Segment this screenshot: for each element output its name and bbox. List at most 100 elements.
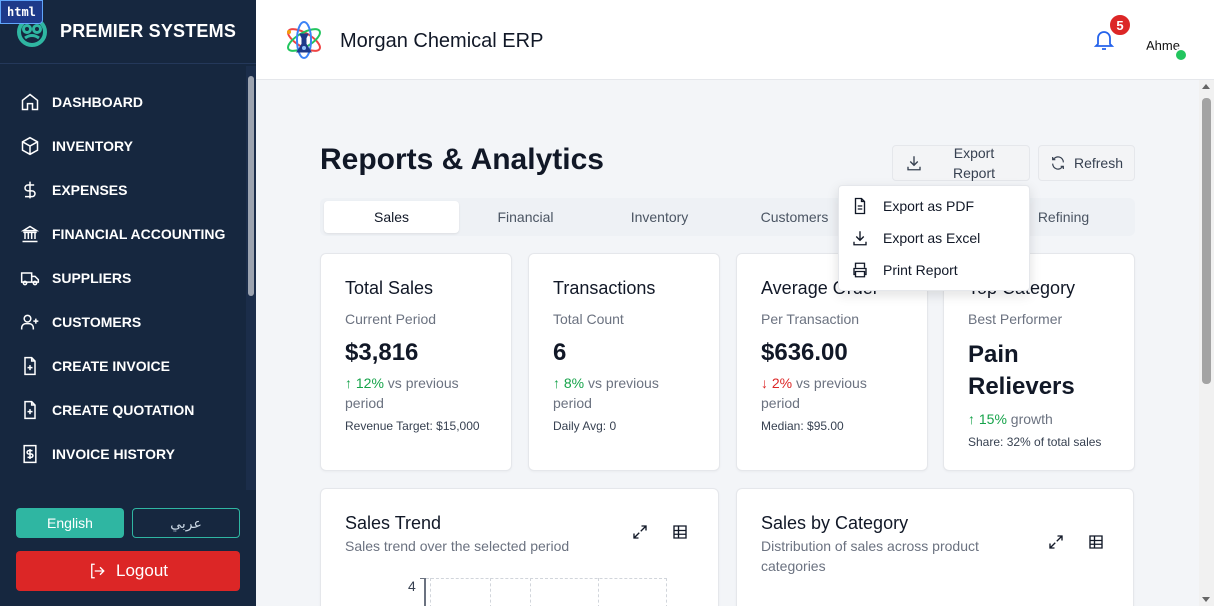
download-icon bbox=[907, 156, 921, 171]
sidebar-item-create-quotation[interactable]: CREATE QUOTATION bbox=[0, 388, 246, 432]
sidebar-item-expenses[interactable]: EXPENSES bbox=[0, 168, 246, 212]
online-status-dot bbox=[1174, 48, 1188, 62]
stat-title: Transactions bbox=[553, 278, 656, 298]
sidebar-item-create-invoice[interactable]: CREATE INVOICE bbox=[0, 344, 246, 388]
grid-line-vertical bbox=[490, 578, 491, 606]
atom-logo-icon bbox=[287, 21, 321, 59]
expand-chart-button[interactable] bbox=[631, 523, 649, 541]
stat-change-percent: ↓ 2% bbox=[761, 375, 793, 391]
sidebar-item-financial-accounting[interactable]: FINANCIAL ACCOUNTING bbox=[0, 212, 246, 256]
menu-item-label: Export as Excel bbox=[883, 230, 981, 246]
printer-icon bbox=[853, 262, 867, 278]
stat-title: Total Sales bbox=[345, 278, 434, 298]
sidebar-item-inventory[interactable]: INVENTORY bbox=[0, 124, 246, 168]
language-english-button[interactable]: English bbox=[16, 508, 124, 538]
tab-sales[interactable]: Sales bbox=[324, 201, 459, 233]
stat-subtitle: Current Period bbox=[345, 311, 437, 327]
tab-customers[interactable]: Customers bbox=[760, 209, 829, 225]
sidebar-item-label: CREATE QUOTATION bbox=[52, 402, 195, 418]
menu-item-label: Export as PDF bbox=[883, 198, 975, 214]
stat-change-percent: ↑ 8% bbox=[553, 375, 585, 391]
tab-refining[interactable]: Refining bbox=[1037, 209, 1090, 225]
box-icon bbox=[21, 136, 39, 156]
stat-footer: Share: 32% of total sales bbox=[968, 435, 1102, 449]
sidebar-item-label: CREATE INVOICE bbox=[52, 358, 170, 374]
sidebar-item-dashboard[interactable]: DASHBOARD bbox=[0, 80, 246, 124]
stat-change-suffix: vs previous period bbox=[761, 375, 867, 411]
chart-title: Sales Trend bbox=[345, 513, 442, 533]
logout-label: Logout bbox=[116, 561, 168, 580]
y-axis-tick-label: 4 bbox=[408, 578, 416, 594]
stat-change-suffix: vs previous period bbox=[345, 375, 459, 411]
export-menu: Export as PDF Export as Excel Print Repo… bbox=[838, 185, 1030, 291]
grid-line-vertical bbox=[666, 578, 667, 606]
grid-line-vertical bbox=[430, 578, 431, 606]
sidebar-item-label: FINANCIAL ACCOUNTING bbox=[52, 226, 226, 242]
sales-by-category-card: Sales by Category Distribution of sales … bbox=[736, 488, 1134, 606]
expand-icon bbox=[1049, 535, 1063, 549]
stat-value: Pain Relievers bbox=[968, 341, 1075, 400]
sidebar-scrollbar-thumb[interactable] bbox=[248, 76, 254, 296]
stat-change: ↓ 2% vs previous period bbox=[761, 373, 903, 413]
expand-chart-button[interactable] bbox=[1047, 533, 1065, 551]
stat-subtitle: Best Performer bbox=[968, 311, 1063, 327]
file-plus-icon bbox=[24, 400, 36, 420]
table-icon bbox=[673, 525, 687, 539]
chart-subtitle: Distribution of sales across product cat… bbox=[761, 538, 979, 574]
dollar-icon bbox=[24, 181, 36, 199]
y-axis-tick bbox=[420, 578, 426, 579]
user-plus-icon bbox=[20, 314, 39, 330]
stat-change: ↑ 8% vs previous period bbox=[553, 373, 695, 413]
sales-trend-plot-area bbox=[420, 578, 667, 606]
main-scrollbar[interactable] bbox=[1199, 80, 1214, 606]
table-icon bbox=[1089, 535, 1103, 549]
chart-title: Sales by Category bbox=[761, 513, 909, 533]
logout-icon bbox=[91, 563, 105, 579]
export-excel-item[interactable]: Export as Excel bbox=[839, 222, 1029, 254]
expand-icon bbox=[633, 525, 647, 539]
bank-icon bbox=[20, 225, 40, 243]
stat-value: $3,816 bbox=[345, 339, 419, 366]
main-scrollbar-thumb[interactable] bbox=[1202, 98, 1211, 384]
scroll-up-arrow-icon[interactable] bbox=[1202, 84, 1210, 89]
sidebar-nav: DASHBOARD INVENTORY EXPENSES FINANCIAL A… bbox=[0, 80, 246, 490]
sidebar-scrollbar[interactable] bbox=[246, 66, 256, 490]
grid-line-vertical bbox=[598, 578, 599, 606]
export-report-button[interactable]: Export Report bbox=[892, 145, 1030, 181]
stat-footer: Daily Avg: 0 bbox=[553, 419, 617, 433]
language-arabic-button[interactable]: عربي bbox=[132, 508, 240, 538]
page-title: Reports & Analytics bbox=[320, 143, 604, 176]
logout-button[interactable]: Logout bbox=[16, 551, 240, 591]
bell-icon bbox=[1093, 31, 1115, 50]
stat-change-percent: ↑ 15% bbox=[968, 411, 1007, 427]
language-switcher: English عربي bbox=[16, 508, 240, 538]
sidebar-item-invoice-history[interactable]: INVOICE HISTORY bbox=[0, 432, 246, 476]
sidebar-item-customers[interactable]: CUSTOMERS bbox=[0, 300, 246, 344]
export-report-label: Export Report bbox=[952, 145, 996, 181]
sidebar-item-label: DASHBOARD bbox=[52, 94, 143, 110]
sidebar-item-label: EXPENSES bbox=[52, 182, 128, 198]
sidebar-item-label: SUPPLIERS bbox=[52, 270, 132, 286]
sidebar-item-label: INVENTORY bbox=[52, 138, 133, 154]
file-plus-icon bbox=[24, 356, 36, 376]
stat-footer: Median: $95.00 bbox=[761, 419, 844, 433]
stat-subtitle: Per Transaction bbox=[761, 311, 860, 327]
notifications-button[interactable] bbox=[1092, 28, 1118, 54]
table-view-button[interactable] bbox=[671, 523, 689, 541]
tab-inventory[interactable]: Inventory bbox=[630, 209, 689, 225]
scroll-down-arrow-icon[interactable] bbox=[1202, 597, 1210, 602]
download-icon bbox=[853, 231, 867, 246]
sidebar-item-label: CUSTOMERS bbox=[52, 314, 142, 330]
sidebar-item-suppliers[interactable]: SUPPLIERS bbox=[0, 256, 246, 300]
export-pdf-item[interactable]: Export as PDF bbox=[839, 190, 1029, 222]
grid-line-horizontal bbox=[426, 578, 667, 579]
avatar[interactable]: Ahme bbox=[1144, 20, 1184, 60]
sidebar: PREMIER SYSTEMS html DASHBOARD INVENTORY… bbox=[0, 0, 256, 606]
home-icon bbox=[21, 93, 39, 111]
refresh-button[interactable]: Refresh bbox=[1038, 145, 1135, 181]
print-report-item[interactable]: Print Report bbox=[839, 254, 1029, 286]
table-view-button[interactable] bbox=[1087, 533, 1105, 551]
tab-financial[interactable]: Financial bbox=[497, 209, 554, 225]
refresh-label: Refresh bbox=[1073, 155, 1124, 171]
notification-badge: 5 bbox=[1108, 13, 1132, 37]
